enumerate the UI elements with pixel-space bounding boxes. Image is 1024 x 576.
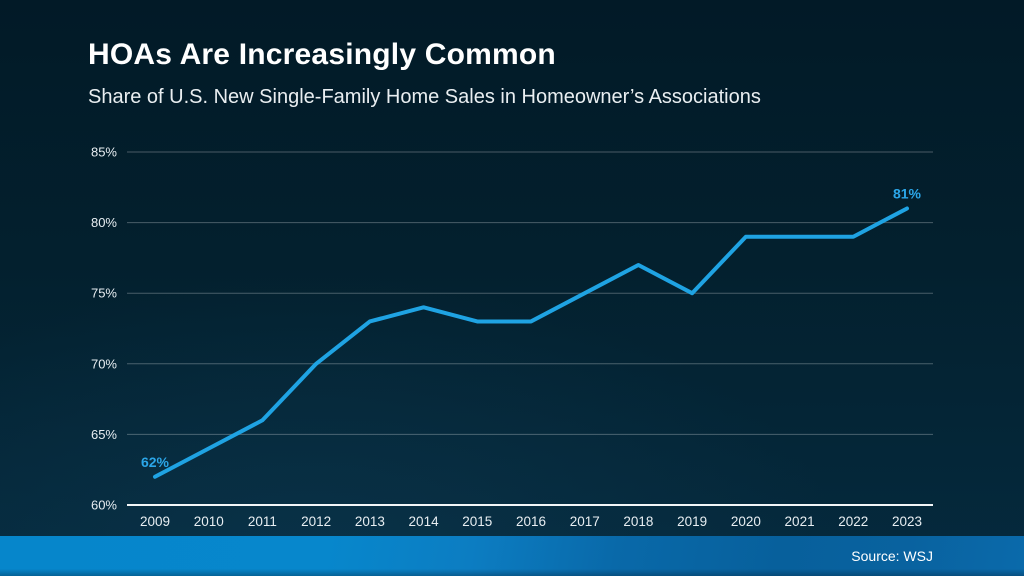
y-tick-label: 85%	[91, 145, 117, 160]
x-tick-label: 2012	[301, 514, 331, 529]
point-label: 81%	[893, 185, 922, 201]
y-tick-label: 70%	[91, 356, 117, 371]
source-credit: Source: WSJ	[851, 548, 933, 564]
x-tick-label: 2009	[140, 514, 170, 529]
x-tick-label: 2013	[355, 514, 385, 529]
x-tick-label: 2022	[838, 514, 868, 529]
x-tick-label: 2020	[731, 514, 761, 529]
x-tick-label: 2016	[516, 514, 546, 529]
y-gridlines	[127, 151, 933, 506]
page-title: HOAs Are Increasingly Common	[88, 38, 556, 71]
y-tick-label: 75%	[91, 286, 117, 301]
y-tick-label: 60%	[91, 498, 117, 513]
y-axis-labels: 60% 65% 70% 75% 80% 85%	[91, 145, 117, 513]
x-tick-label: 2011	[248, 514, 277, 529]
point-labels: 62% 81%	[141, 185, 922, 469]
x-tick-label: 2021	[785, 514, 815, 529]
y-tick-label: 65%	[91, 427, 117, 442]
data-series-line	[153, 206, 909, 479]
x-tick-label: 2015	[462, 514, 492, 529]
x-axis-labels: 2009 2010 2011 2012 2013 2014 2015 2016 2017 2018…	[140, 514, 922, 529]
footer-bar: Source: WSJ	[0, 536, 1024, 576]
point-label: 62%	[141, 454, 170, 470]
x-tick-label: 2017	[570, 514, 600, 529]
x-tick-label: 2023	[892, 514, 922, 529]
chart-header: HOAs Are Increasingly Common Share of U.…	[88, 38, 761, 109]
y-tick-label: 80%	[91, 215, 117, 230]
x-tick-label: 2019	[677, 514, 707, 529]
x-tick-label: 2010	[194, 514, 224, 529]
x-tick-label: 2018	[623, 514, 653, 529]
page-subtitle: Share of U.S. New Single-Family Home Sal…	[88, 86, 761, 108]
x-tick-label: 2014	[409, 514, 440, 529]
